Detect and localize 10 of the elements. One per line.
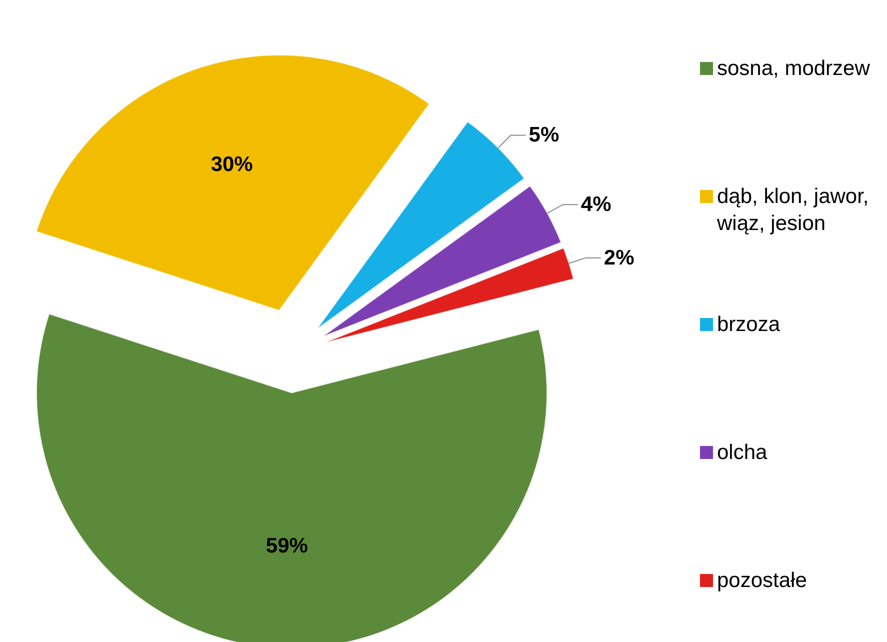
legend-label: sosna, modrzew [717,56,871,80]
legend-label: dąb, klon, jawor, wiąz, jesion [716,184,869,234]
data-label: 5% [528,124,560,147]
legend-label: olcha [717,440,768,464]
data-label: 59% [266,534,308,558]
legend-label: pozostałe [717,568,807,592]
data-label: 4% [580,193,612,216]
data-label: 30% [210,153,254,176]
legend-label: brzoza [717,312,780,336]
data-label: 2% [604,246,635,270]
